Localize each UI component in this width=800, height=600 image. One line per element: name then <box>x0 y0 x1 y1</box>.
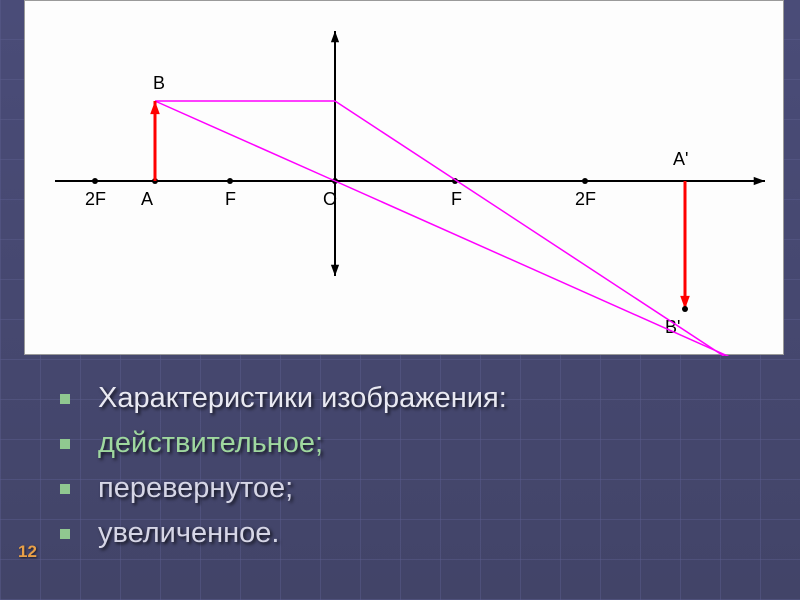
svg-text:F: F <box>451 189 462 209</box>
list-item: увеличенное. <box>60 517 760 550</box>
diagram-panel: ОF2FF2FAВA'В' <box>24 0 784 355</box>
svg-text:A': A' <box>673 149 688 169</box>
lens-diagram: ОF2FF2FAВA'В' <box>25 1 785 356</box>
svg-text:F: F <box>225 189 236 209</box>
bullet-marker-icon <box>60 394 70 404</box>
svg-text:A: A <box>141 189 153 209</box>
bullet-list: Характеристики изображения: действительн… <box>60 382 760 562</box>
list-item: Характеристики изображения: <box>60 382 760 415</box>
svg-text:2F: 2F <box>85 189 106 209</box>
bullet-text: перевернутое; <box>98 472 293 505</box>
bullet-text: Характеристики изображения: <box>98 382 507 415</box>
page-number: 12 <box>18 542 37 562</box>
bullet-text: действительное; <box>98 427 323 460</box>
bullet-marker-icon <box>60 439 70 449</box>
bullet-marker-icon <box>60 484 70 494</box>
list-item: перевернутое; <box>60 472 760 505</box>
svg-text:В: В <box>153 73 165 93</box>
bullet-text: увеличенное. <box>98 517 279 550</box>
list-item: действительное; <box>60 427 760 460</box>
svg-text:О: О <box>323 189 337 209</box>
bullet-marker-icon <box>60 529 70 539</box>
svg-text:2F: 2F <box>575 189 596 209</box>
